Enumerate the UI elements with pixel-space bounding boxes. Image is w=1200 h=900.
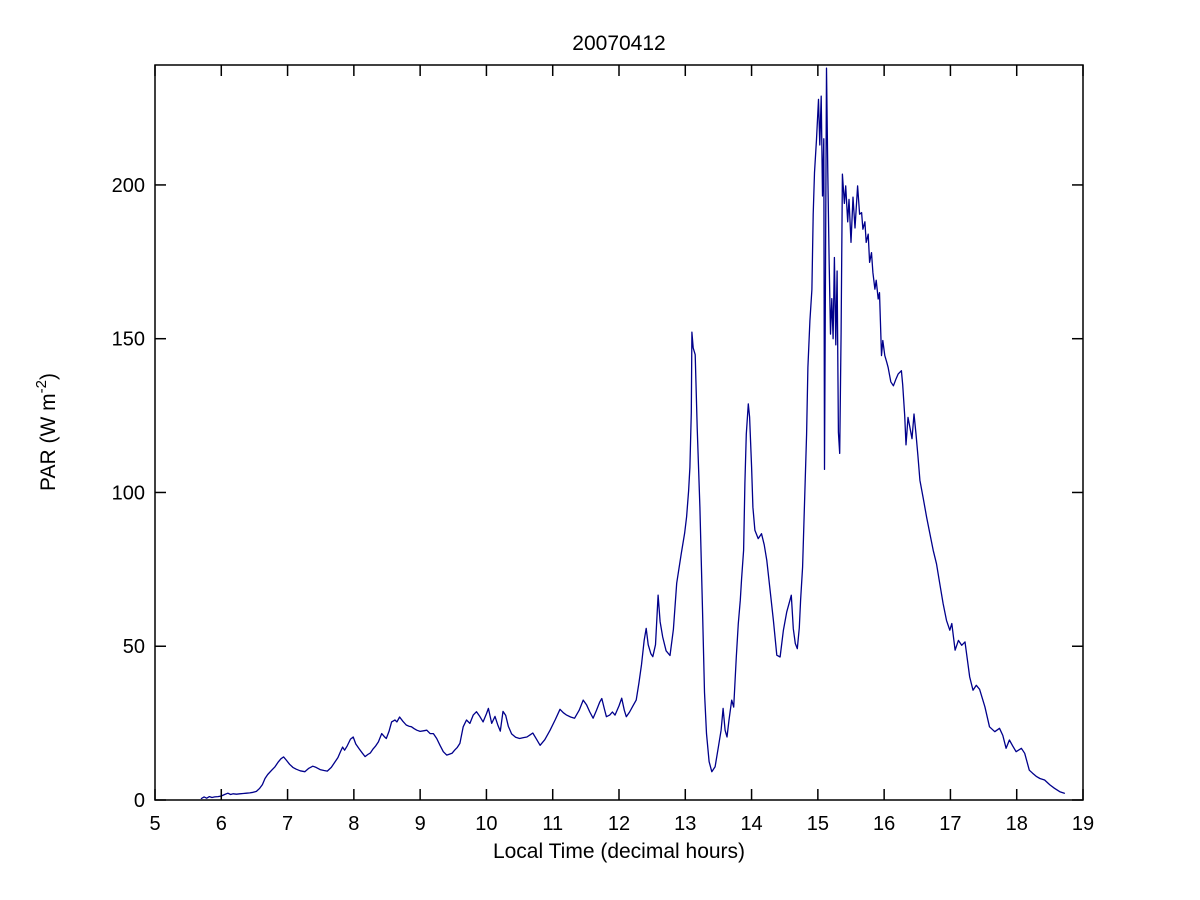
par-line-series: [200, 67, 1066, 800]
x-tick-label: 11: [542, 813, 563, 835]
x-tick-label: 13: [674, 813, 696, 835]
x-tick-label: 18: [1006, 813, 1028, 835]
y-tick-label: 100: [112, 482, 145, 504]
x-tick-label: 16: [873, 813, 895, 835]
y-axis-label: PAR (W m-2): [33, 373, 60, 491]
y-tick-label: 200: [112, 175, 145, 197]
x-tick-label: 19: [1072, 813, 1094, 835]
x-tick-label: 12: [608, 813, 630, 835]
x-tick-label: 17: [939, 813, 961, 835]
y-axis-ticks: 0 50 100 150 200: [112, 175, 1083, 812]
y-tick-label: 0: [134, 790, 145, 812]
x-tick-label: 7: [282, 813, 293, 835]
y-tick-label: 150: [112, 329, 145, 351]
x-tick-label: 6: [216, 813, 227, 835]
x-tick-label: 15: [807, 813, 829, 835]
x-tick-label: 14: [740, 813, 762, 835]
x-tick-label: 10: [475, 813, 497, 835]
x-tick-label: 9: [415, 813, 426, 835]
x-tick-label: 5: [149, 813, 160, 835]
x-axis-label: Local Time (decimal hours): [493, 840, 745, 863]
x-tick-label: 8: [348, 813, 359, 835]
x-axis-ticks: 5 6 7 8 9 10 11 12 13 14 15 16 17 18 19: [149, 65, 1094, 835]
y-tick-label: 50: [123, 636, 145, 658]
chart-title: 20070412: [572, 32, 665, 55]
